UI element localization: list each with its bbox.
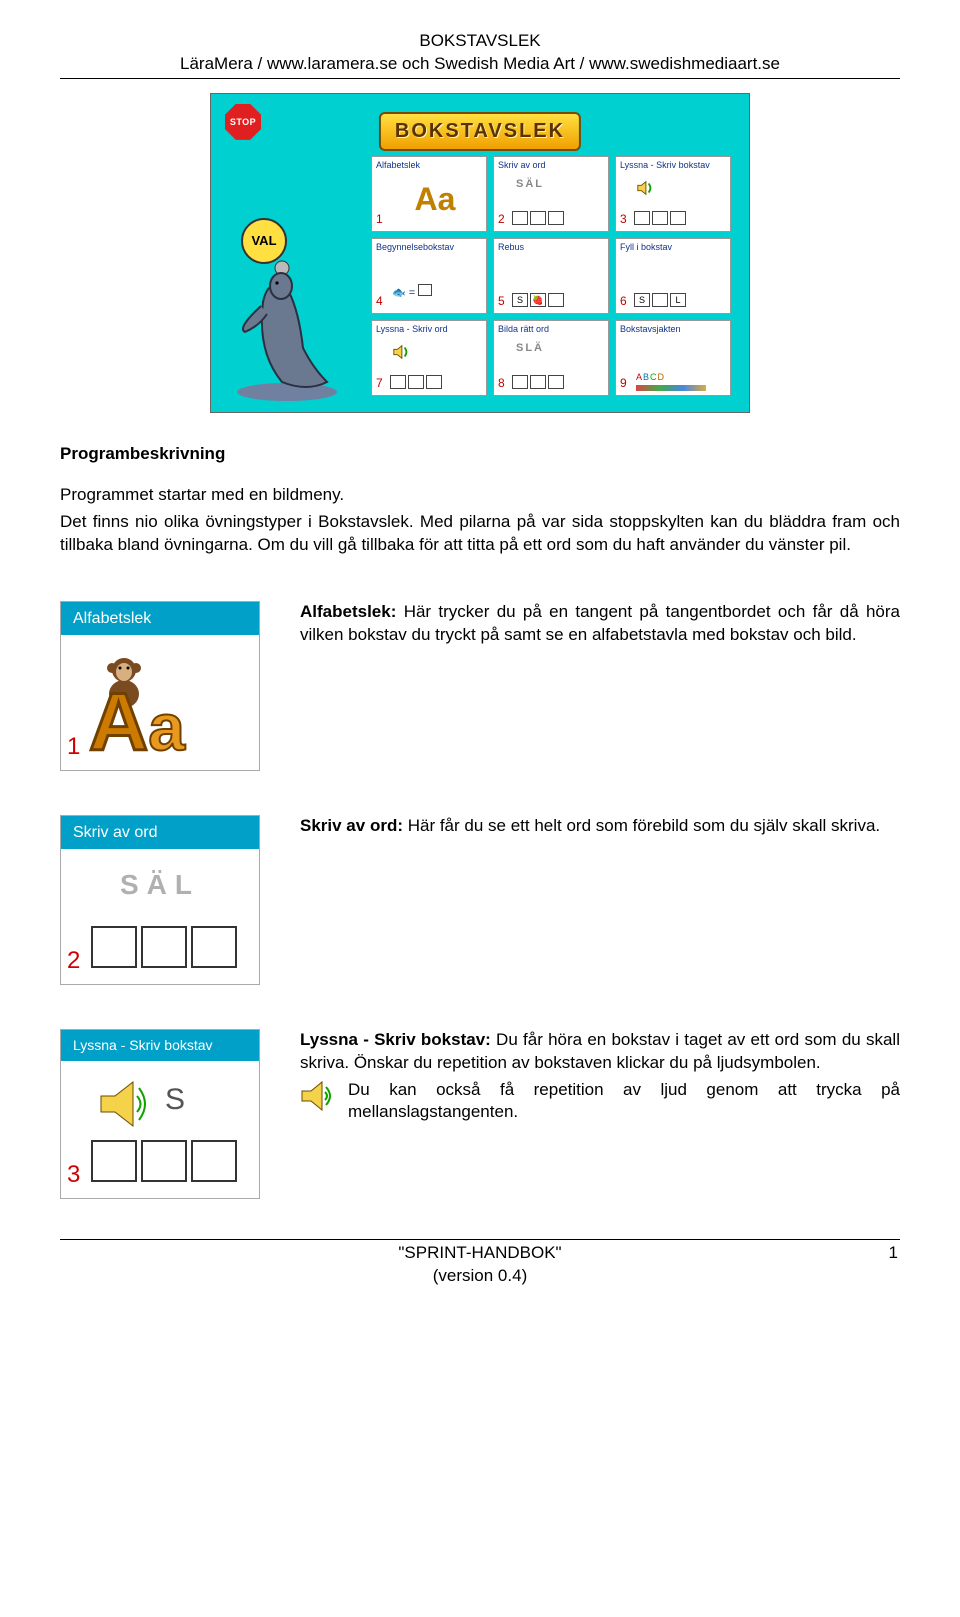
app-logo: BOKSTAVSLEK — [379, 112, 581, 151]
tile-label: Bokstavsjakten — [620, 323, 726, 335]
tile-label: Rebus — [498, 241, 604, 253]
card-s-letter: S — [165, 1080, 185, 1121]
activity-title: Skriv av ord: — [300, 816, 403, 835]
activity-title: Lyssna - Skriv bokstav: — [300, 1030, 491, 1049]
activity-text-3: Lyssna - Skriv bokstav: Du får höra en b… — [300, 1029, 900, 1125]
menu-tile-3: Lyssna - Skriv bokstav 3 — [615, 156, 731, 232]
activity-card-alfabetslek: Alfabetslek Aa 1 — [60, 601, 260, 771]
tile-label: Lyssna - Skriv bokstav — [620, 159, 726, 171]
menu-tile-5: Rebus 5 S🍓 — [493, 238, 609, 314]
tile-number: 5 — [498, 293, 505, 309]
tile-label: Skriv av ord — [498, 159, 604, 171]
tile-label: Bilda rätt ord — [498, 323, 604, 335]
tile-number: 4 — [376, 293, 383, 309]
card-label: Alfabetslek — [61, 602, 259, 636]
tile-label: Begynnelsebokstav — [376, 241, 482, 253]
activity-card-lyssna-skriv: Lyssna - Skriv bokstav S 3 — [60, 1029, 260, 1199]
menu-grid: Alfabetslek 1 Aa Skriv av ord 2 SÄL Lyss… — [371, 156, 731, 396]
card-label: Lyssna - Skriv bokstav — [61, 1030, 259, 1061]
tile-number: 2 — [498, 211, 505, 227]
activity-row-2: Skriv av ord SÄL 2 Skriv av ord: Här får… — [60, 815, 900, 985]
tile-number: 7 — [376, 375, 383, 391]
tile-word: SÄL — [516, 177, 544, 192]
tile-number: 9 — [620, 375, 627, 391]
intro-paragraph-1: Programmet startar med en bildmeny. — [60, 484, 900, 507]
speaker-icon — [392, 343, 410, 361]
inline-speaker-icon — [300, 1081, 338, 1111]
card-label: Skriv av ord — [61, 816, 259, 850]
tile-word: SLÄ — [516, 341, 544, 356]
tile-label: Alfabetslek — [376, 159, 482, 171]
card-letters-aa: Aa — [89, 690, 185, 756]
header-rule — [60, 78, 900, 79]
tile-label: Fyll i bokstav — [620, 241, 726, 253]
menu-tile-7: Lyssna - Skriv ord 7 — [371, 320, 487, 396]
section-heading: Programbeskrivning — [60, 443, 900, 466]
menu-tile-2: Skriv av ord 2 SÄL — [493, 156, 609, 232]
seal-illustration — [227, 252, 347, 402]
activity-card-skriv-av-ord: Skriv av ord SÄL 2 — [60, 815, 260, 985]
activity-title: Alfabetslek: — [300, 602, 396, 621]
tile-number: 1 — [376, 211, 383, 227]
activity-body: Här får du se ett helt ord som förebild … — [403, 816, 880, 835]
menu-tile-9: Bokstavsjakten 9 ABCD — [615, 320, 731, 396]
tile-content: Aa — [390, 175, 480, 225]
speaker-icon — [97, 1078, 157, 1130]
tile-label: Lyssna - Skriv ord — [376, 323, 482, 335]
page-header-title: BOKSTAVSLEK — [60, 30, 900, 53]
activity-row-1: Alfabetslek Aa 1 Alfabetslek: Här trycke… — [60, 601, 900, 771]
card-number: 1 — [67, 731, 80, 763]
app-screenshot: STOP BOKSTAVSLEK VAL Alfabetslek 1 Aa Sk… — [210, 93, 750, 413]
menu-tile-4: Begynnelsebokstav 4 🐟 = — [371, 238, 487, 314]
card-word-sal: SÄL — [120, 866, 200, 904]
intro-paragraph-2: Det finns nio olika övningstyper i Bokst… — [60, 511, 900, 557]
menu-tile-8: Bilda rätt ord 8 SLÄ — [493, 320, 609, 396]
menu-tile-1: Alfabetslek 1 Aa — [371, 156, 487, 232]
card-number: 3 — [67, 1159, 80, 1191]
menu-tile-6: Fyll i bokstav 6 SL — [615, 238, 731, 314]
card-letter-boxes — [91, 926, 237, 968]
page-footer: "SPRINT-HANDBOK" (version 0.4) 1 — [60, 1240, 900, 1288]
tile-number: 8 — [498, 375, 505, 391]
footer-page-number: 1 — [838, 1242, 898, 1288]
page-header-subtitle: LäraMera / www.laramera.se och Swedish M… — [60, 53, 900, 76]
stop-icon: STOP — [225, 104, 261, 140]
activity-text-2: Skriv av ord: Här får du se ett helt ord… — [300, 815, 900, 838]
activity-body-b: Du kan också få repetition av ljud genom… — [348, 1080, 900, 1122]
activity-row-3: Lyssna - Skriv bokstav S 3 Lyssna - Skri… — [60, 1029, 900, 1199]
card-letter-boxes — [91, 1140, 237, 1182]
card-number: 2 — [67, 945, 80, 977]
activity-text-1: Alfabetslek: Här trycker du på en tangen… — [300, 601, 900, 647]
tile-number: 6 — [620, 293, 627, 309]
footer-line1: "SPRINT-HANDBOK" — [122, 1242, 838, 1265]
speaker-icon — [636, 179, 654, 197]
footer-line2: (version 0.4) — [122, 1265, 838, 1288]
tile-number: 3 — [620, 211, 627, 227]
